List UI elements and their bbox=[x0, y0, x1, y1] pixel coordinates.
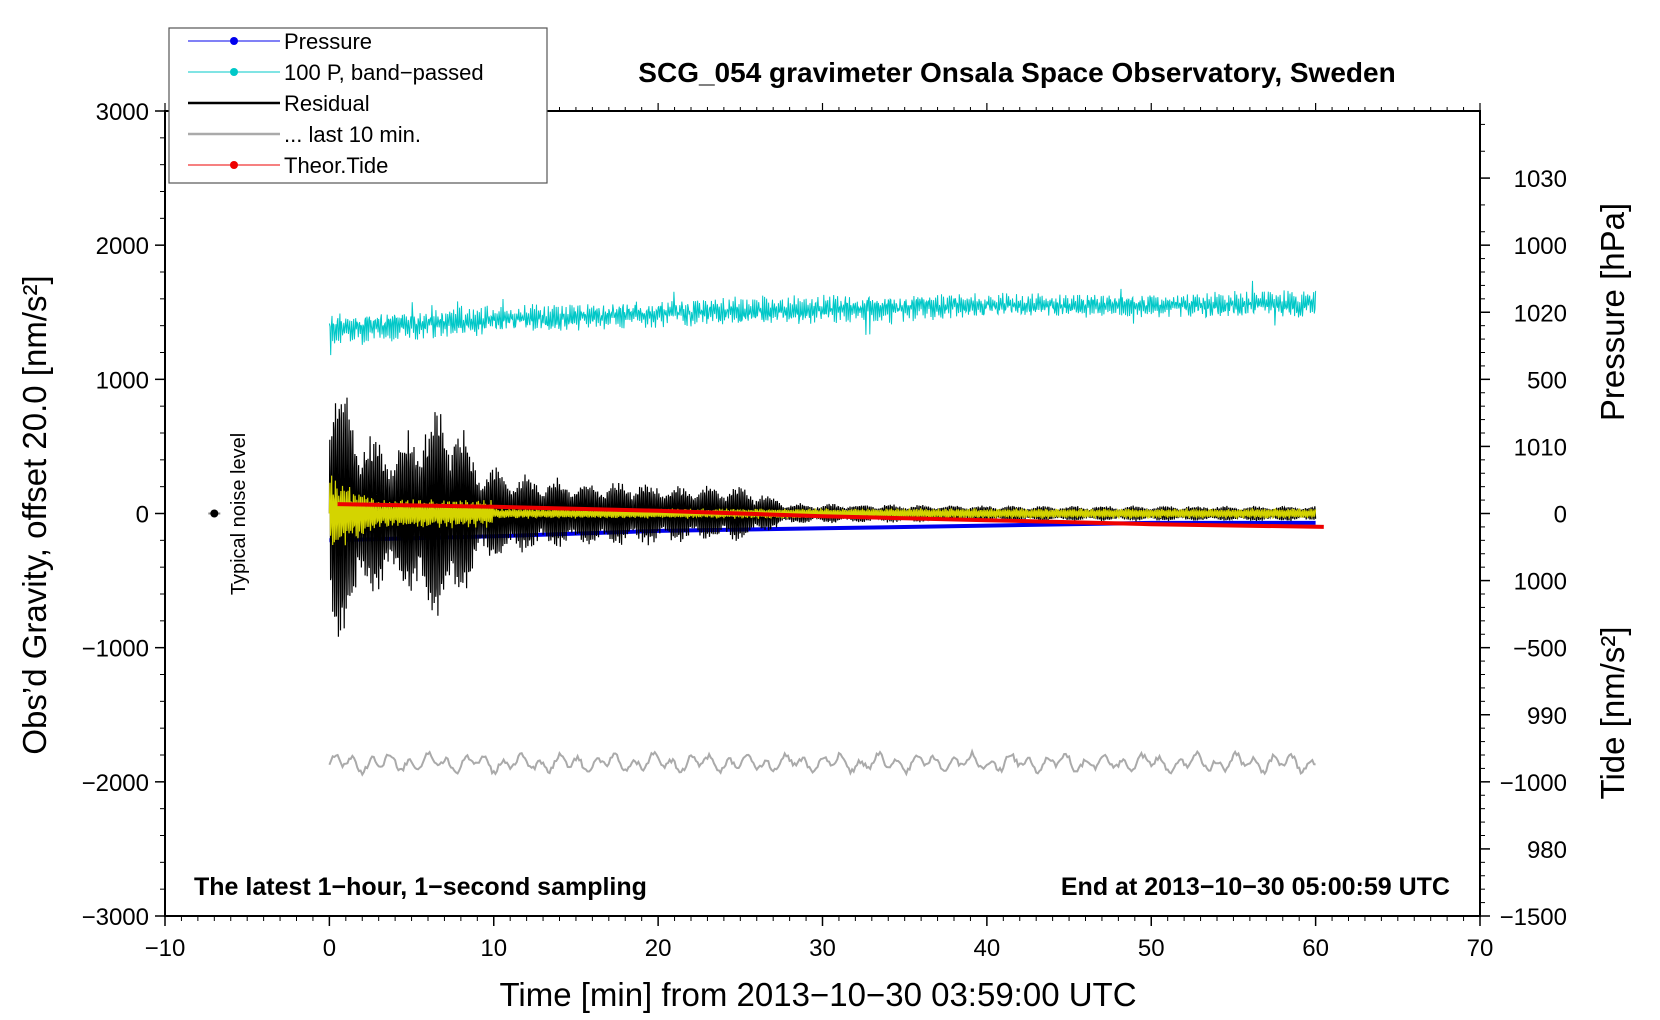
legend-label: ... last 10 min. bbox=[284, 122, 421, 147]
legend-marker bbox=[230, 37, 238, 45]
y-left-tick-label: −3000 bbox=[82, 904, 149, 931]
y-left-tick-label: −2000 bbox=[82, 770, 149, 797]
noise-marker bbox=[208, 509, 221, 518]
series-residual bbox=[328, 397, 1317, 637]
legend-box bbox=[168, 27, 548, 184]
y-tide-tick-label: 1000 bbox=[1514, 233, 1567, 260]
y-tide-tick-label: −500 bbox=[1513, 636, 1567, 663]
y-pressure-tick-label: 990 bbox=[1527, 703, 1567, 730]
y-pressure-tick-label: 980 bbox=[1527, 837, 1567, 864]
legend-marker bbox=[230, 161, 238, 169]
y-axis-title-left: Obs’d Gravity, offset 20.0 [nm/s²] bbox=[16, 275, 53, 754]
y-left-tick-label: 0 bbox=[136, 502, 149, 529]
series-theor-tide bbox=[337, 502, 1324, 529]
series-residual-filtered bbox=[328, 475, 1317, 546]
y-tide-tick-label: 500 bbox=[1527, 367, 1567, 394]
y-pressure-tick-label: 1030 bbox=[1514, 166, 1567, 193]
legend-label: Residual bbox=[284, 91, 370, 116]
series-layer bbox=[328, 280, 1324, 777]
legend-label: 100 P, band−passed bbox=[284, 60, 484, 85]
series-pressure-bandpassed bbox=[328, 280, 1317, 356]
x-tick-label: 30 bbox=[809, 935, 836, 962]
x-tick-label: 10 bbox=[480, 935, 507, 962]
chart-title: SCG_054 gravimeter Onsala Space Observat… bbox=[638, 57, 1395, 88]
y-pressure-tick-label: 1000 bbox=[1514, 569, 1567, 596]
x-tick-label: −10 bbox=[145, 935, 186, 962]
axis-layer: −10 0 10 20 30 40 50 60 70−3000−2000−10000100020… bbox=[82, 99, 1567, 962]
y-axis-title-tide: Tide [nm/s²] bbox=[1594, 627, 1631, 800]
legend-marker bbox=[230, 68, 238, 76]
x-tick-label: 40 bbox=[974, 935, 1001, 962]
x-tick-label: 0 bbox=[323, 935, 336, 962]
legend: Pressure 100 P, band−passed Residual ... la… bbox=[168, 27, 548, 184]
x-tick-label: 60 bbox=[1302, 935, 1329, 962]
note-end-time: End at 2013−10−30 05:00:59 UTC bbox=[1061, 873, 1450, 901]
note-sampling: The latest 1−hour, 1−second sampling bbox=[194, 873, 647, 901]
y-left-tick-label: 2000 bbox=[96, 233, 149, 260]
x-axis-title: Time [min] from 2013−10−30 03:59:00 UTC bbox=[499, 976, 1136, 1013]
noise-dot bbox=[210, 509, 219, 518]
x-tick-label: 50 bbox=[1138, 935, 1165, 962]
y-tide-tick-label: −1000 bbox=[1500, 770, 1567, 797]
legend-label: Theor.Tide bbox=[284, 153, 388, 178]
y-pressure-tick-label: 1020 bbox=[1514, 300, 1567, 327]
y-left-tick-label: −1000 bbox=[82, 636, 149, 663]
y-axis-title-pressure: Pressure [hPa] bbox=[1594, 203, 1631, 421]
y-tide-tick-label: 0 bbox=[1554, 502, 1567, 529]
y-left-tick-label: 1000 bbox=[96, 367, 149, 394]
y-pressure-tick-label: 1010 bbox=[1514, 434, 1567, 461]
series-last-10-min bbox=[328, 748, 1316, 777]
y-left-tick-label: 3000 bbox=[96, 99, 149, 126]
noise-level-label: Typical noise level bbox=[228, 433, 250, 595]
legend-label: Pressure bbox=[284, 29, 372, 54]
x-tick-label: 70 bbox=[1467, 935, 1494, 962]
y-tide-tick-label: −1500 bbox=[1500, 904, 1567, 931]
x-tick-label: 20 bbox=[645, 935, 672, 962]
